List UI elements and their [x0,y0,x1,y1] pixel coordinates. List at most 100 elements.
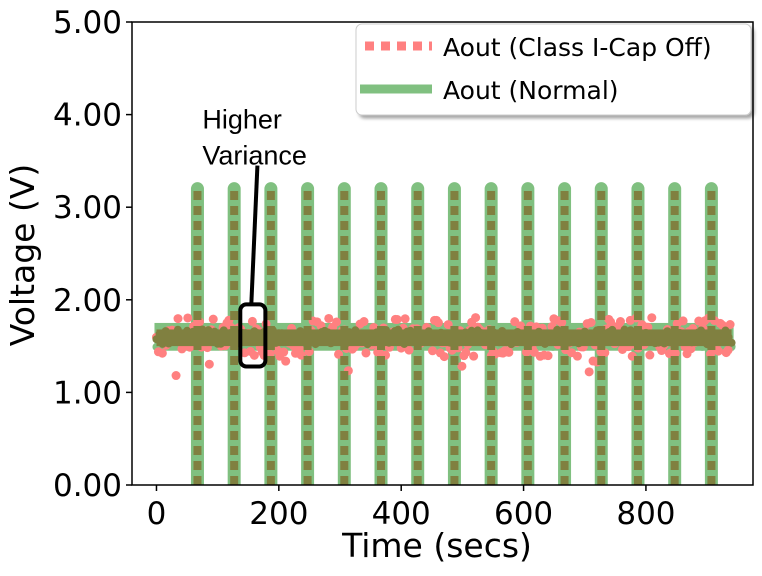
class-i-cap-off-noise-point [645,350,655,360]
class-i-cap-off-noise-point [361,348,371,358]
overlap-noise-point [216,339,225,348]
legend-label-normal: Aout (Normal) [443,76,619,105]
class-i-cap-off-noise-point [469,351,479,361]
class-i-cap-off-noise-point [457,361,467,371]
class-i-cap-off-noise-point [557,318,567,328]
overlap-noise-point [611,336,620,345]
class-i-cap-off-noise-point [324,313,334,323]
class-i-cap-off-noise-point [543,351,553,361]
overlap-noise-point [485,334,494,343]
class-i-cap-off-noise-point [670,348,680,358]
annotation-pointer [249,165,260,305]
overlap-noise-point [495,338,504,347]
overlap-noise-point [366,330,375,339]
class-i-cap-off-noise-point [332,317,342,327]
class-i-cap-off-noise-point [428,346,438,356]
class-i-cap-off-noise-point [586,317,596,327]
overlap-noise-point [326,339,335,348]
class-i-cap-off-noise-point [471,313,481,323]
class-i-cap-off-noise-point [615,317,625,327]
overlap-noise-point [589,337,598,346]
overlap-noise-point [388,333,397,342]
annotation-box [238,302,268,369]
class-i-cap-off-noise-point [647,313,657,323]
overlap-noise-point [617,336,626,345]
overlap-noise-point [400,339,409,348]
overlap-noise-point [715,337,724,346]
overlap-noise-point [700,330,709,339]
overlap-noise-point [553,325,562,334]
overlap-noise-point [470,337,479,346]
y-axis-ticks: 0.00 1.00 2.00 3.00 4.00 5.00 [53,5,132,504]
overlap-noise-point [721,326,730,335]
overlap-noise-point [363,340,372,349]
overlap-noise-point [256,336,265,345]
overlap-noise-point [277,329,286,338]
class-i-cap-off-noise-point [713,346,723,356]
overlap-noise-point [504,333,513,342]
class-i-cap-off-noise-point [359,317,369,327]
overlap-noise-point [620,325,629,334]
overlap-noise-point [614,330,623,339]
x-tick-label: 800 [616,496,675,532]
class-i-cap-off-noise-point [723,345,733,355]
overlap-noise-point [443,329,452,338]
overlap-noise-point [467,326,476,335]
overlap-noise-point [433,336,442,345]
class-i-cap-off-noise-point [404,345,414,355]
legend-label-class-i-cap-off: Aout (Class I-Cap Off) [443,33,712,62]
class-i-cap-off-noise-point [584,367,594,377]
overlap-noise-point [253,329,262,338]
overlap-noise-point [531,337,540,346]
y-tick-label: 3.00 [53,190,122,226]
class-i-cap-off-noise-point [439,352,449,362]
legend-box [355,23,752,116]
x-tick-label: 600 [494,496,553,532]
class-i-cap-off-noise-point [678,316,688,326]
overlap-noise-point [550,332,559,341]
x-tick-label: 400 [372,496,431,532]
overlap-noise-point [727,338,736,347]
class-i-cap-off-noise-point [461,347,471,357]
overlap-noise-point [351,326,360,335]
overlap-noise-point [421,336,430,345]
overlap-noise-point [394,325,403,334]
plot-frame [131,21,754,486]
x-axis-ticks: 0 200 400 600 800 [147,485,676,532]
overlap-noise-point [219,326,228,335]
overlap-noise-point [458,334,467,343]
overlap-noise-point [311,340,320,349]
class-i-cap-off-noise-point [504,347,514,357]
overlap-noise-point [608,325,617,334]
overlap-noise-point [284,338,293,347]
y-axis-label: Voltage (V) [3,164,42,347]
y-tick-label: 2.00 [53,283,122,319]
overlap-noise-point [397,333,406,342]
class-i-cap-off-noise-point [183,313,193,323]
class-i-cap-off-noise-point [400,314,410,324]
overlap-noise-point [296,327,305,336]
series-overlap [152,188,736,485]
y-tick-label: 4.00 [53,98,122,134]
y-tick-label: 5.00 [53,5,122,41]
class-i-cap-off-noise-point [204,359,214,369]
overlap-noise-point [210,327,219,336]
class-i-cap-off-noise-point [247,316,257,326]
overlap-noise-point [173,325,182,334]
overlap-noise-point [161,327,170,336]
y-tick-label: 1.00 [53,375,122,411]
class-i-cap-off-noise-point [173,314,183,324]
overlap-noise-point [369,336,378,345]
overlap-noise-point [170,337,179,346]
class-i-cap-off-noise-point [600,348,610,358]
overlap-noise-point [222,336,231,345]
overlap-noise-point [247,335,256,344]
overlap-noise-point [663,327,672,336]
overlap-noise-point [626,326,635,335]
overlap-noise-point [623,333,632,342]
overlap-noise-point [201,333,210,342]
overlap-noise-point [167,330,176,339]
class-i-cap-off-noise-point [171,371,181,381]
overlap-noise-point [577,337,586,346]
class-i-cap-off-noise-point [572,351,582,361]
